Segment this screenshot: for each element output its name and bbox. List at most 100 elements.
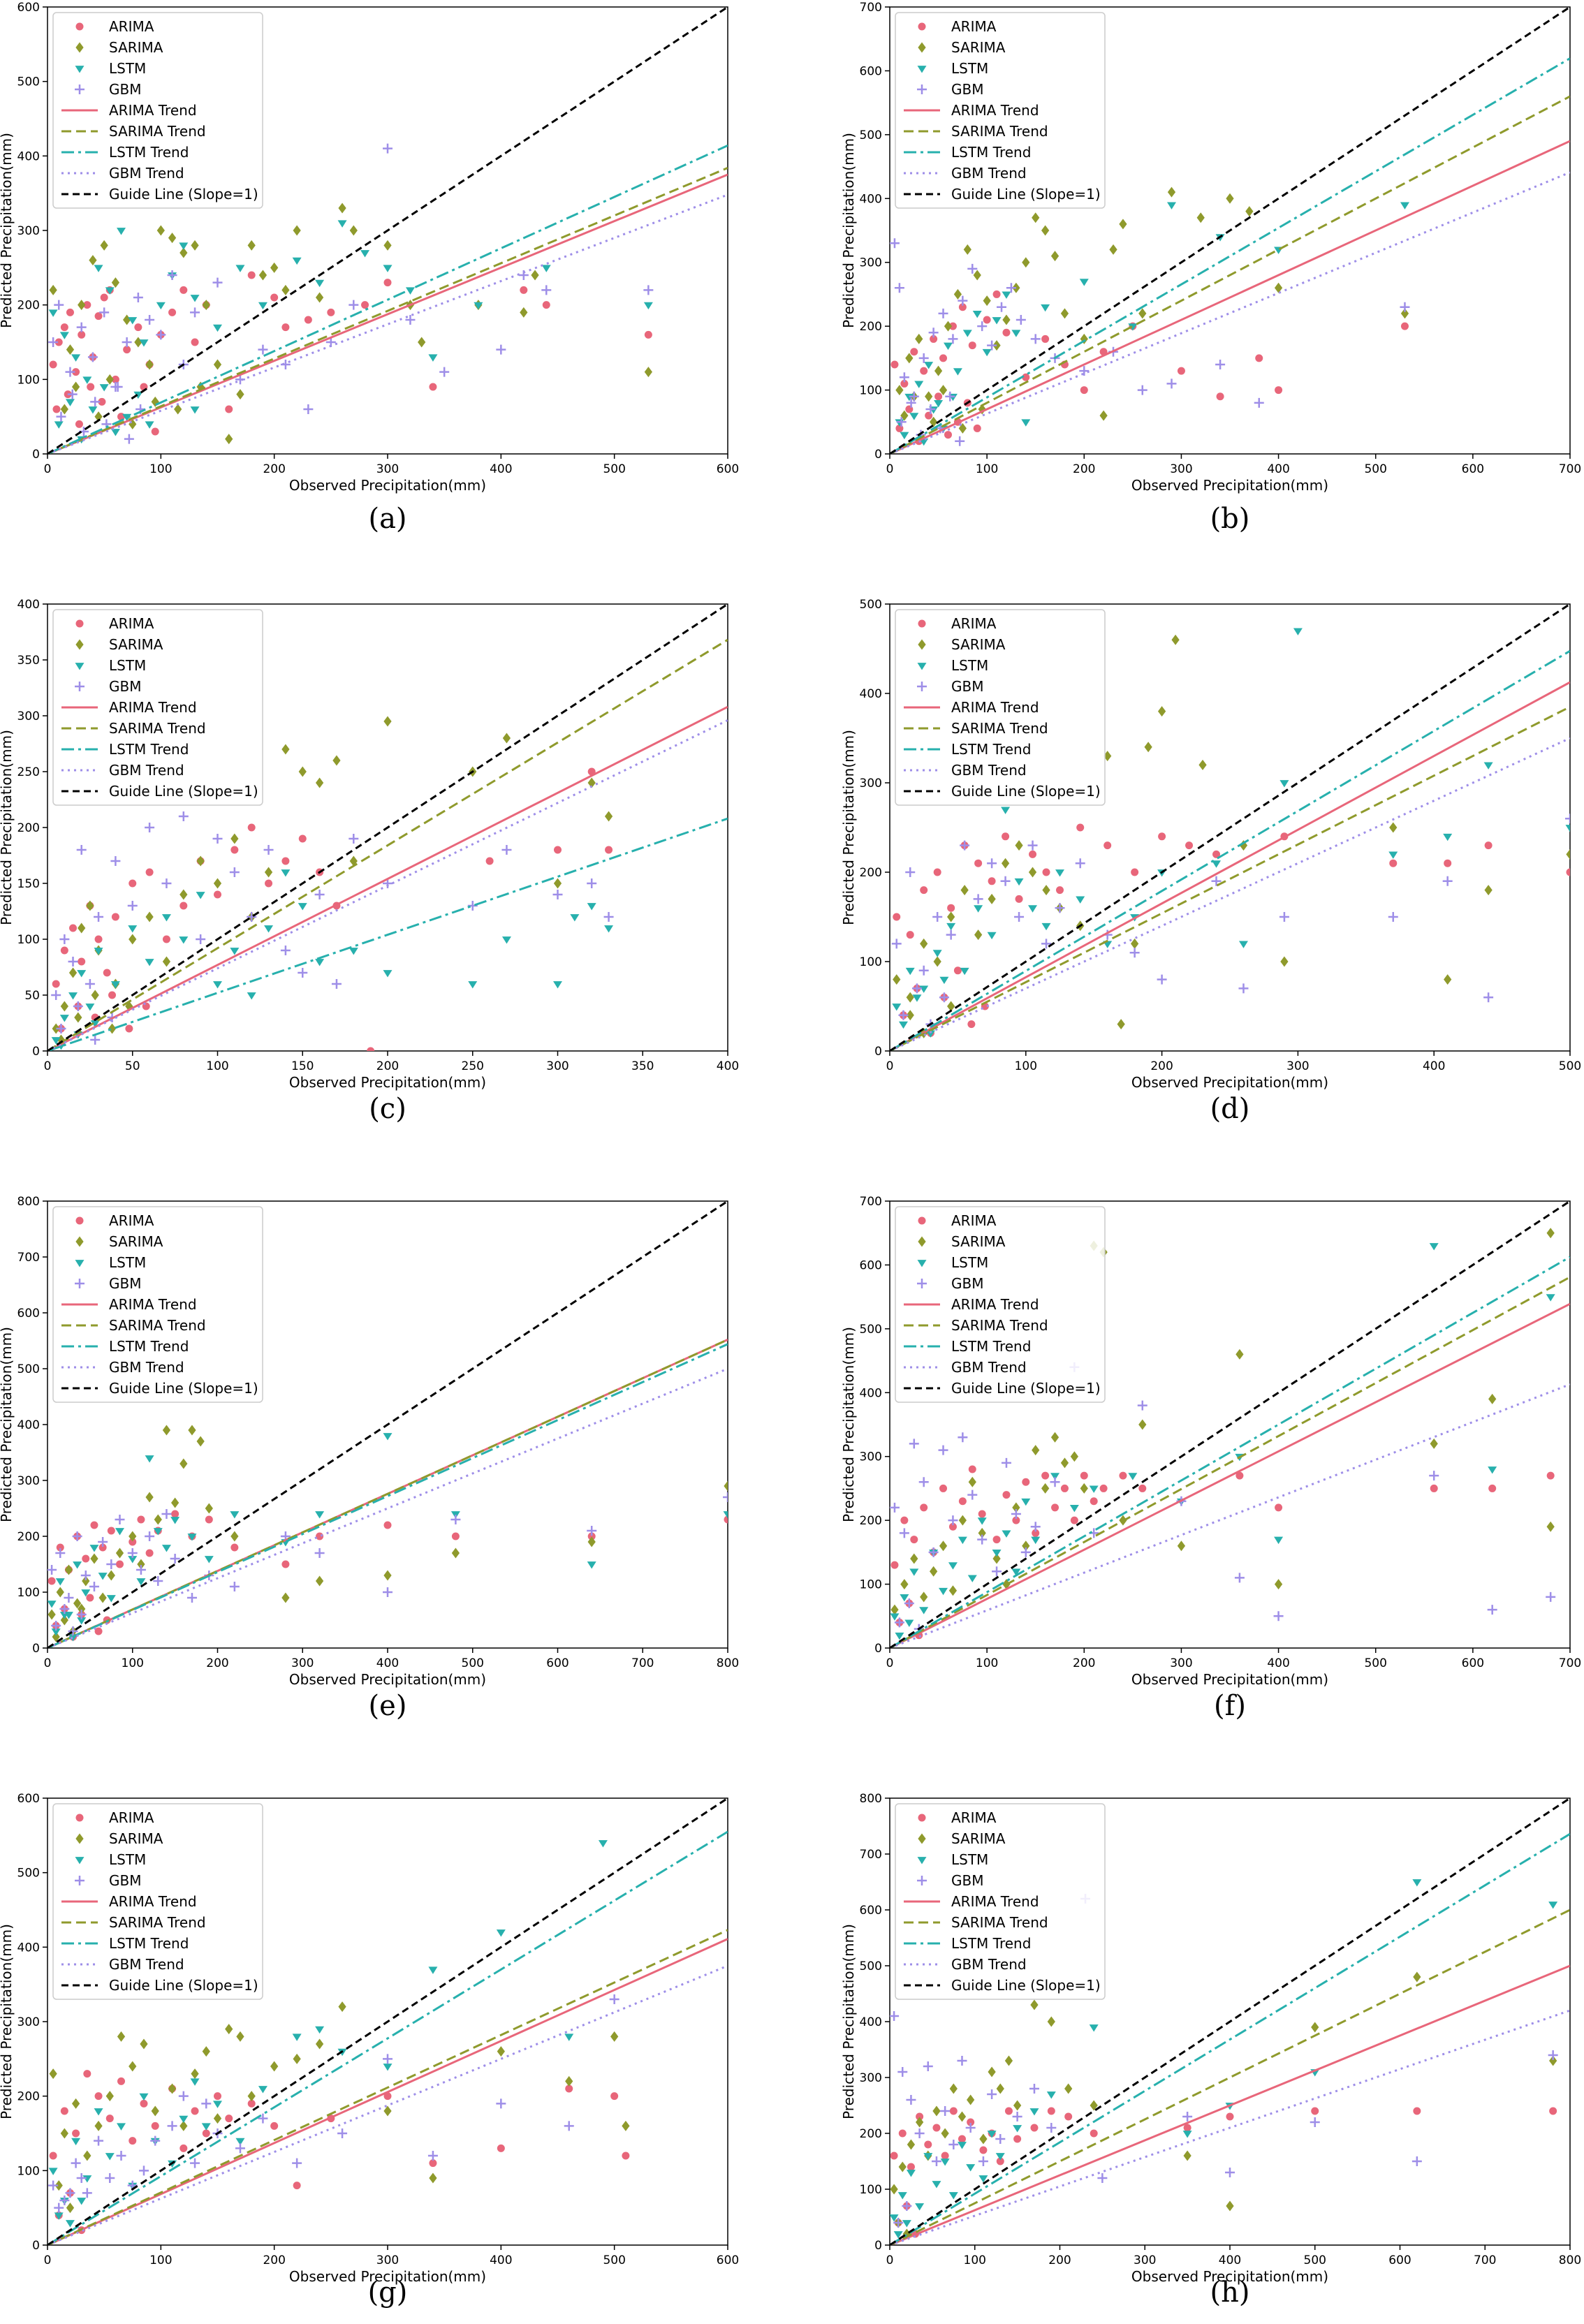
gbm-point bbox=[890, 2011, 900, 2021]
arima-point bbox=[958, 2135, 966, 2143]
lstm-point bbox=[915, 2203, 925, 2211]
arima-point bbox=[1047, 2107, 1055, 2115]
sarima-point bbox=[906, 1010, 914, 1021]
gbm-point bbox=[1548, 2050, 1558, 2060]
lstm-point bbox=[383, 265, 393, 272]
gbm-point bbox=[1225, 2168, 1235, 2177]
gbm-point bbox=[383, 1587, 393, 1597]
arima-point bbox=[1566, 868, 1570, 876]
lstm-point bbox=[1001, 807, 1011, 814]
gbm-point bbox=[1182, 2112, 1193, 2121]
gbm-point bbox=[54, 300, 64, 310]
lstm-point bbox=[914, 381, 924, 388]
sarima-point bbox=[247, 2091, 256, 2102]
sarima-point bbox=[49, 284, 57, 295]
y-tick-label: 600 bbox=[17, 1307, 40, 1321]
x-tick-label: 200 bbox=[263, 2253, 285, 2267]
gbm-point bbox=[161, 878, 172, 888]
sarima-point bbox=[78, 922, 86, 934]
lstm-point bbox=[1021, 419, 1031, 427]
sarima-point bbox=[939, 385, 948, 396]
y-tick-label: 600 bbox=[860, 64, 882, 78]
gbm-point bbox=[987, 340, 997, 351]
sarima-point bbox=[958, 1515, 967, 1526]
lstm-point bbox=[1412, 1879, 1422, 1887]
lstm-point bbox=[1565, 825, 1570, 832]
arima-point bbox=[1103, 841, 1112, 850]
lstm-point bbox=[960, 967, 969, 976]
arima-point bbox=[94, 1627, 103, 1635]
sarima-point bbox=[111, 277, 120, 288]
sarima-point bbox=[953, 288, 962, 300]
gbm-point bbox=[1429, 1471, 1439, 1481]
legend-label: ARIMA Trend bbox=[109, 699, 197, 716]
arima-point bbox=[202, 2129, 210, 2138]
y-tick-label: 100 bbox=[17, 373, 40, 387]
lstm-point bbox=[925, 1030, 935, 1038]
lstm-point bbox=[349, 948, 358, 955]
arima-point bbox=[225, 2115, 233, 2123]
lstm-point bbox=[987, 2131, 997, 2138]
sarima-point bbox=[52, 1023, 60, 1034]
gbm-point bbox=[906, 397, 916, 408]
arima-point bbox=[947, 904, 955, 912]
arima-point bbox=[134, 323, 142, 332]
gbm-point bbox=[106, 1559, 117, 1569]
gbm-point bbox=[1254, 397, 1264, 408]
panel-caption: (e) bbox=[368, 1690, 407, 1722]
y-tick-label: 100 bbox=[17, 2164, 40, 2178]
y-tick-label: 700 bbox=[860, 1, 882, 15]
lstm-point bbox=[179, 2115, 189, 2124]
lstm-point bbox=[213, 981, 222, 989]
lstm-point bbox=[643, 302, 653, 310]
arima-point bbox=[100, 293, 108, 302]
arima-point bbox=[944, 431, 952, 439]
arima-point bbox=[151, 2121, 159, 2130]
sarima-point bbox=[932, 2105, 941, 2117]
lstm-point bbox=[81, 1589, 91, 1597]
lstm-point bbox=[405, 287, 415, 295]
arima-point bbox=[988, 877, 996, 885]
legend: ARIMA SARIMA LSTM GBM ARIMA Trend SARIMA Tren… bbox=[895, 609, 1106, 806]
sarima-point bbox=[145, 1492, 154, 1503]
sarima-point bbox=[383, 716, 392, 727]
gbm-point bbox=[918, 1477, 929, 1487]
x-tick-label: 200 bbox=[1150, 1059, 1173, 1073]
x-tick-label: 300 bbox=[1286, 1059, 1309, 1073]
lstm-trend-line bbox=[47, 1343, 728, 1648]
gbm-point bbox=[948, 334, 958, 344]
arima-trend-line bbox=[47, 1938, 728, 2245]
x-tick-label: 400 bbox=[490, 2253, 512, 2267]
panel-caption: (h) bbox=[1210, 2277, 1250, 2309]
gbm-point bbox=[1011, 1509, 1021, 1519]
lstm-point bbox=[315, 2026, 325, 2034]
y-tick-label: 0 bbox=[32, 1045, 40, 1059]
legend-label: GBM Trend bbox=[109, 1359, 184, 1376]
gbm-point bbox=[467, 901, 478, 911]
lstm-point bbox=[292, 257, 302, 265]
gbm-point bbox=[496, 344, 506, 355]
arima-point bbox=[304, 316, 312, 324]
arima-point bbox=[98, 1543, 107, 1552]
lstm-point bbox=[900, 1594, 909, 1602]
arima-point bbox=[94, 935, 103, 943]
gbm-trend-line bbox=[47, 1367, 728, 1648]
gbm-trend-line bbox=[890, 737, 1570, 1051]
sarima-point bbox=[531, 270, 539, 281]
arima-point bbox=[111, 913, 119, 921]
sarima-point bbox=[947, 1001, 955, 1012]
x-axis-label: Observed Precipitation(mm) bbox=[1131, 1074, 1328, 1091]
x-tick-label: 700 bbox=[1474, 2253, 1496, 2267]
sarima-point bbox=[270, 262, 279, 273]
lstm-legend-marker bbox=[917, 663, 927, 670]
arima-point bbox=[953, 966, 962, 975]
arima-point bbox=[1212, 850, 1221, 858]
sarima-point bbox=[91, 990, 99, 1001]
gbm-point bbox=[902, 2201, 912, 2211]
gbm-point bbox=[987, 858, 997, 869]
sarima-point bbox=[1080, 333, 1088, 344]
gbm-point bbox=[940, 2106, 951, 2116]
gbm-point bbox=[298, 968, 308, 978]
arima-point bbox=[72, 2129, 80, 2138]
sarima-point bbox=[1546, 1521, 1555, 1532]
